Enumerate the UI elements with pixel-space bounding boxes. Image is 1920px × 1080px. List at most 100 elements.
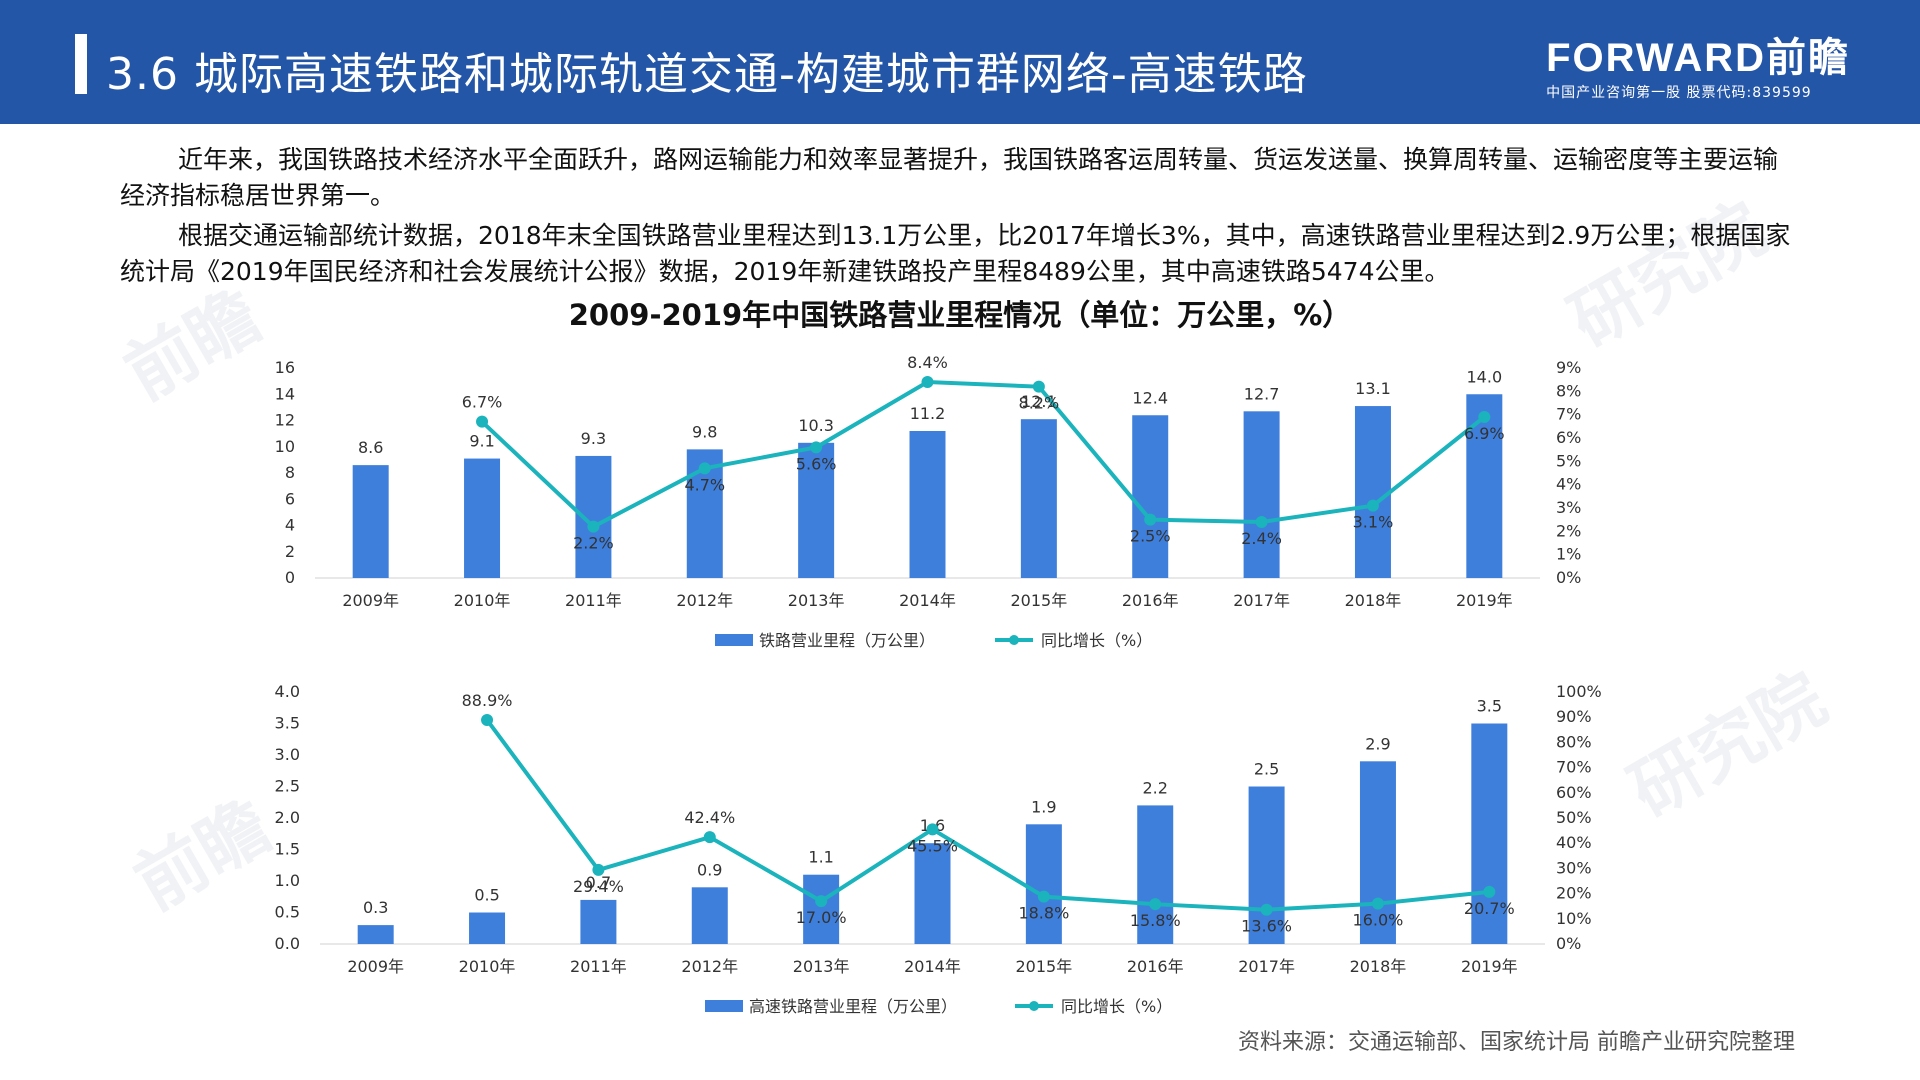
growth-point (698, 462, 711, 475)
bar-data-label: 11.2 (910, 404, 946, 423)
growth-data-label: 6.7% (462, 393, 503, 412)
header-banner: 3.6 城际高速铁路和城际轨道交通-构建城市群网络-高速铁路 FORWARD前瞻… (0, 0, 1920, 124)
x-tick-label: 2016年 (1127, 957, 1184, 976)
growth-data-label: 20.7% (1464, 899, 1515, 918)
y-left-tick-label: 3.5 (275, 714, 300, 733)
y-left-tick-label: 2.5 (275, 777, 300, 796)
y-right-tick-label: 40% (1556, 833, 1592, 852)
x-tick-label: 2017年 (1238, 957, 1295, 976)
legend-bar-swatch (715, 634, 753, 646)
growth-data-label: 88.9% (462, 691, 513, 710)
bar (1354, 406, 1391, 578)
y-right-tick-label: 6% (1556, 428, 1581, 447)
x-tick-label: 2011年 (565, 591, 622, 610)
bar (803, 874, 840, 944)
bar (1132, 415, 1169, 578)
x-tick-label: 2011年 (570, 957, 627, 976)
y-right-tick-label: 70% (1556, 758, 1592, 777)
growth-point (1260, 903, 1273, 916)
paragraph-text: 近年来，我国铁路技术经济水平全面跃升，路网运输能力和效率显著提升，我国铁路客运周… (120, 145, 1779, 210)
legend-line-marker (1029, 1001, 1039, 1011)
growth-point (815, 895, 828, 908)
growth-point (1037, 890, 1050, 903)
bar-data-label: 9.1 (469, 432, 494, 451)
bar (352, 465, 389, 578)
logo-brand-text: FORWARD前瞻 (1546, 36, 1850, 80)
y-left-tick-label: 0 (285, 568, 295, 587)
y-left-tick-label: 3.0 (275, 745, 300, 764)
y-right-tick-label: 50% (1556, 808, 1592, 827)
y-left-tick-label: 4 (285, 516, 295, 535)
bar-data-label: 9.3 (581, 429, 606, 448)
growth-point (481, 713, 494, 726)
growth-data-label: 45.5% (907, 836, 958, 855)
source-note: 资料来源：交通运输部、国家统计局 前瞻产业研究院整理 (1238, 1030, 1795, 1055)
growth-point (1144, 513, 1157, 526)
y-right-tick-label: 10% (1556, 909, 1592, 928)
growth-data-label: 15.8% (1130, 911, 1181, 930)
bar (909, 431, 946, 578)
bar-data-label: 3.5 (1477, 697, 1502, 716)
bar (1243, 411, 1280, 578)
x-tick-label: 2009年 (347, 957, 404, 976)
growth-data-label: 2.2% (573, 534, 614, 553)
x-tick-label: 2009年 (342, 591, 399, 610)
y-left-tick-label: 4.0 (275, 682, 300, 701)
legend-bar-label: 高速铁路营业里程（万公里） (749, 997, 957, 1016)
y-right-tick-label: 30% (1556, 858, 1592, 877)
y-right-tick-label: 4% (1556, 475, 1581, 494)
y-right-tick-label: 0% (1556, 934, 1581, 953)
legend-bar-label: 铁路营业里程（万公里） (759, 631, 935, 650)
bar (798, 442, 835, 578)
railway-mileage-chart: 0 2 4 6 8 10 12 14 16 0% 1% 2% 3% 4% 5% 6% 7% 8% 9% 8.6 2009… (275, 353, 1582, 650)
growth-data-label: 8.2% (1019, 394, 1060, 413)
bar (1025, 824, 1062, 944)
y-left-tick-label: 14 (275, 384, 295, 403)
y-right-tick-label: 60% (1556, 783, 1592, 802)
growth-data-label: 42.4% (684, 808, 735, 827)
growth-point (810, 441, 823, 454)
growth-line (480, 379, 1486, 530)
legend-line-label: 同比增长（%） (1061, 997, 1172, 1016)
x-tick-label: 2013年 (793, 957, 850, 976)
bar (1471, 723, 1508, 944)
y-left-tick-label: 1.5 (275, 840, 300, 859)
page-title: 3.6 城际高速铁路和城际轨道交通-构建城市群网络-高速铁路 (106, 49, 1308, 100)
logo-slogan: 中国产业咨询第一股 股票代码:839599 (1546, 85, 1812, 101)
growth-point (476, 415, 489, 428)
legend-bar-swatch (705, 1000, 743, 1012)
growth-point (1149, 898, 1162, 911)
bar-data-label: 2.9 (1365, 734, 1390, 753)
bar-data-label: 13.1 (1355, 379, 1391, 398)
growth-data-label: 5.6% (796, 454, 837, 473)
growth-data-label: 16.0% (1353, 911, 1404, 930)
y-right-tick-label: 100% (1556, 682, 1602, 701)
x-tick-label: 2015年 (1010, 591, 1067, 610)
growth-point (1366, 499, 1379, 512)
growth-point (1032, 380, 1045, 393)
y-right-tick-label: 8% (1556, 381, 1581, 400)
bar (1020, 419, 1057, 578)
x-tick-label: 2019年 (1456, 591, 1513, 610)
intro-paragraph-2: 根据交通运输部统计数据，2018年末全国铁路营业里程达到13.1万公里，比201… (120, 218, 1800, 290)
bar (469, 912, 506, 944)
y-right-tick-label: 20% (1556, 884, 1592, 903)
y-right-tick-label: 0% (1556, 568, 1581, 587)
bar-data-label: 9.8 (692, 422, 717, 441)
y-left-tick-label: 2 (285, 542, 295, 561)
bar-data-label: 12.4 (1132, 388, 1168, 407)
growth-point (1483, 885, 1496, 898)
y-right-tick-label: 80% (1556, 732, 1592, 751)
x-tick-label: 2015年 (1015, 957, 1072, 976)
x-tick-label: 2018年 (1345, 591, 1402, 610)
growth-point (587, 520, 600, 533)
company-logo: FORWARD前瞻 中国产业咨询第一股 股票代码:839599 (1546, 36, 1850, 102)
y-left-tick-label: 12 (275, 411, 295, 430)
growth-point (1255, 516, 1268, 528)
growth-data-label: 8.4% (907, 353, 948, 372)
x-tick-label: 2012年 (676, 591, 733, 610)
paragraph-text: 根据交通运输部统计数据，2018年末全国铁路营业里程达到13.1万公里，比201… (120, 221, 1791, 286)
y-left-tick-label: 0.5 (275, 903, 300, 922)
growth-point (926, 823, 939, 836)
x-tick-label: 2017年 (1233, 591, 1290, 610)
